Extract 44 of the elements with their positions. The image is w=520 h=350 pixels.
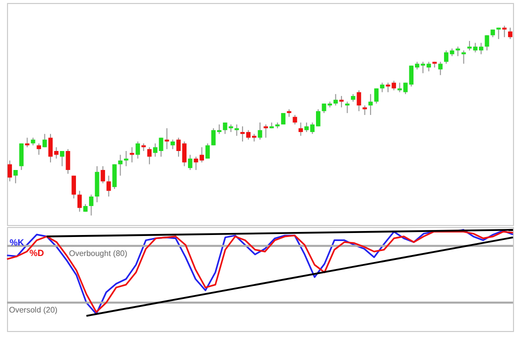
candlestick — [496, 27, 501, 40]
candlestick — [502, 25, 507, 38]
candlestick — [188, 154, 192, 170]
candlestick — [368, 94, 373, 116]
candlestick — [36, 142, 42, 156]
candlestick — [19, 142, 24, 170]
candlestick — [258, 122, 262, 140]
candlestick — [136, 141, 140, 160]
candlestick — [118, 154, 123, 176]
ref-line-label: Oversold (20) — [9, 306, 58, 315]
candlestick — [89, 194, 94, 216]
candlestick — [170, 139, 175, 150]
candlestick — [112, 164, 117, 190]
candlestick — [345, 101, 350, 114]
candlestick — [374, 88, 379, 104]
candlestick — [66, 148, 70, 174]
ref-line-label: Overbought (80) — [69, 248, 128, 258]
candlestick — [60, 150, 64, 167]
candlestick — [356, 90, 362, 112]
candlestick — [508, 27, 512, 40]
candlestick — [124, 150, 128, 167]
candlestick — [147, 146, 152, 165]
candlestick — [292, 114, 298, 125]
candlestick — [42, 133, 47, 148]
candlestick — [456, 46, 460, 57]
candlestick — [72, 175, 76, 199]
candlestick — [205, 142, 210, 160]
candlestick — [281, 112, 286, 125]
candlestick — [8, 160, 12, 182]
candlestick — [77, 190, 82, 212]
candlestick — [13, 169, 18, 184]
candlestick — [130, 146, 134, 163]
candlestick — [234, 124, 239, 136]
candlestick — [333, 94, 338, 106]
candlestick — [25, 137, 30, 148]
candlestick — [298, 122, 303, 136]
series-label: %K — [10, 237, 25, 248]
candlestick — [164, 128, 170, 150]
candlestick — [100, 166, 106, 184]
candlestick — [362, 104, 367, 116]
candlestick — [106, 175, 111, 198]
candlestick — [438, 61, 443, 76]
series-label: %D — [30, 248, 45, 258]
candlestick — [380, 82, 384, 93]
